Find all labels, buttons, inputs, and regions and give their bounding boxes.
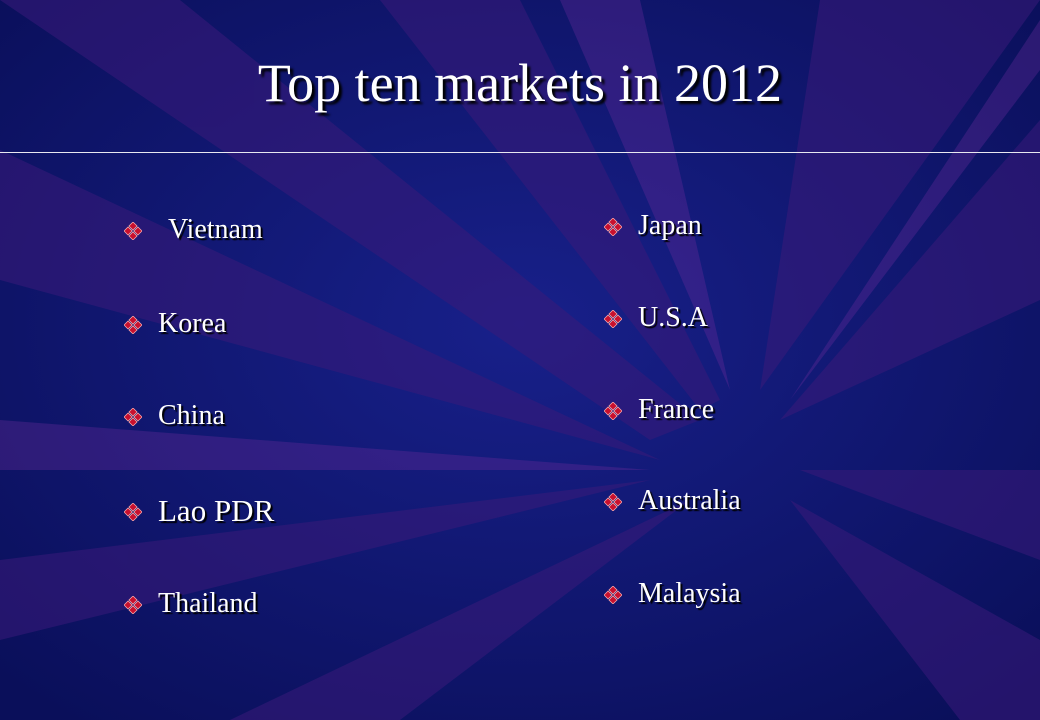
market-item: Australia <box>638 484 741 516</box>
market-item: U.S.A <box>638 301 709 333</box>
market-item: Vietnam <box>168 213 263 245</box>
bullet <box>124 408 142 426</box>
market-item: China <box>158 399 225 431</box>
bullet <box>604 402 622 420</box>
market-item: Korea <box>158 307 227 339</box>
bullet <box>604 586 622 604</box>
market-item: Malaysia <box>638 577 741 609</box>
bullet <box>604 310 622 328</box>
market-item: Thailand <box>158 587 258 619</box>
slide-title: Top ten markets in 2012 <box>257 53 783 113</box>
bullet <box>124 503 142 521</box>
bullet <box>124 316 142 334</box>
bullet <box>604 218 622 236</box>
market-item: Lao PDR <box>158 492 275 528</box>
market-item: France <box>638 393 715 425</box>
title-rule <box>0 152 1040 153</box>
bullet <box>124 222 142 240</box>
bullet <box>604 493 622 511</box>
market-item: Japan <box>638 209 702 241</box>
bullet <box>124 596 142 614</box>
